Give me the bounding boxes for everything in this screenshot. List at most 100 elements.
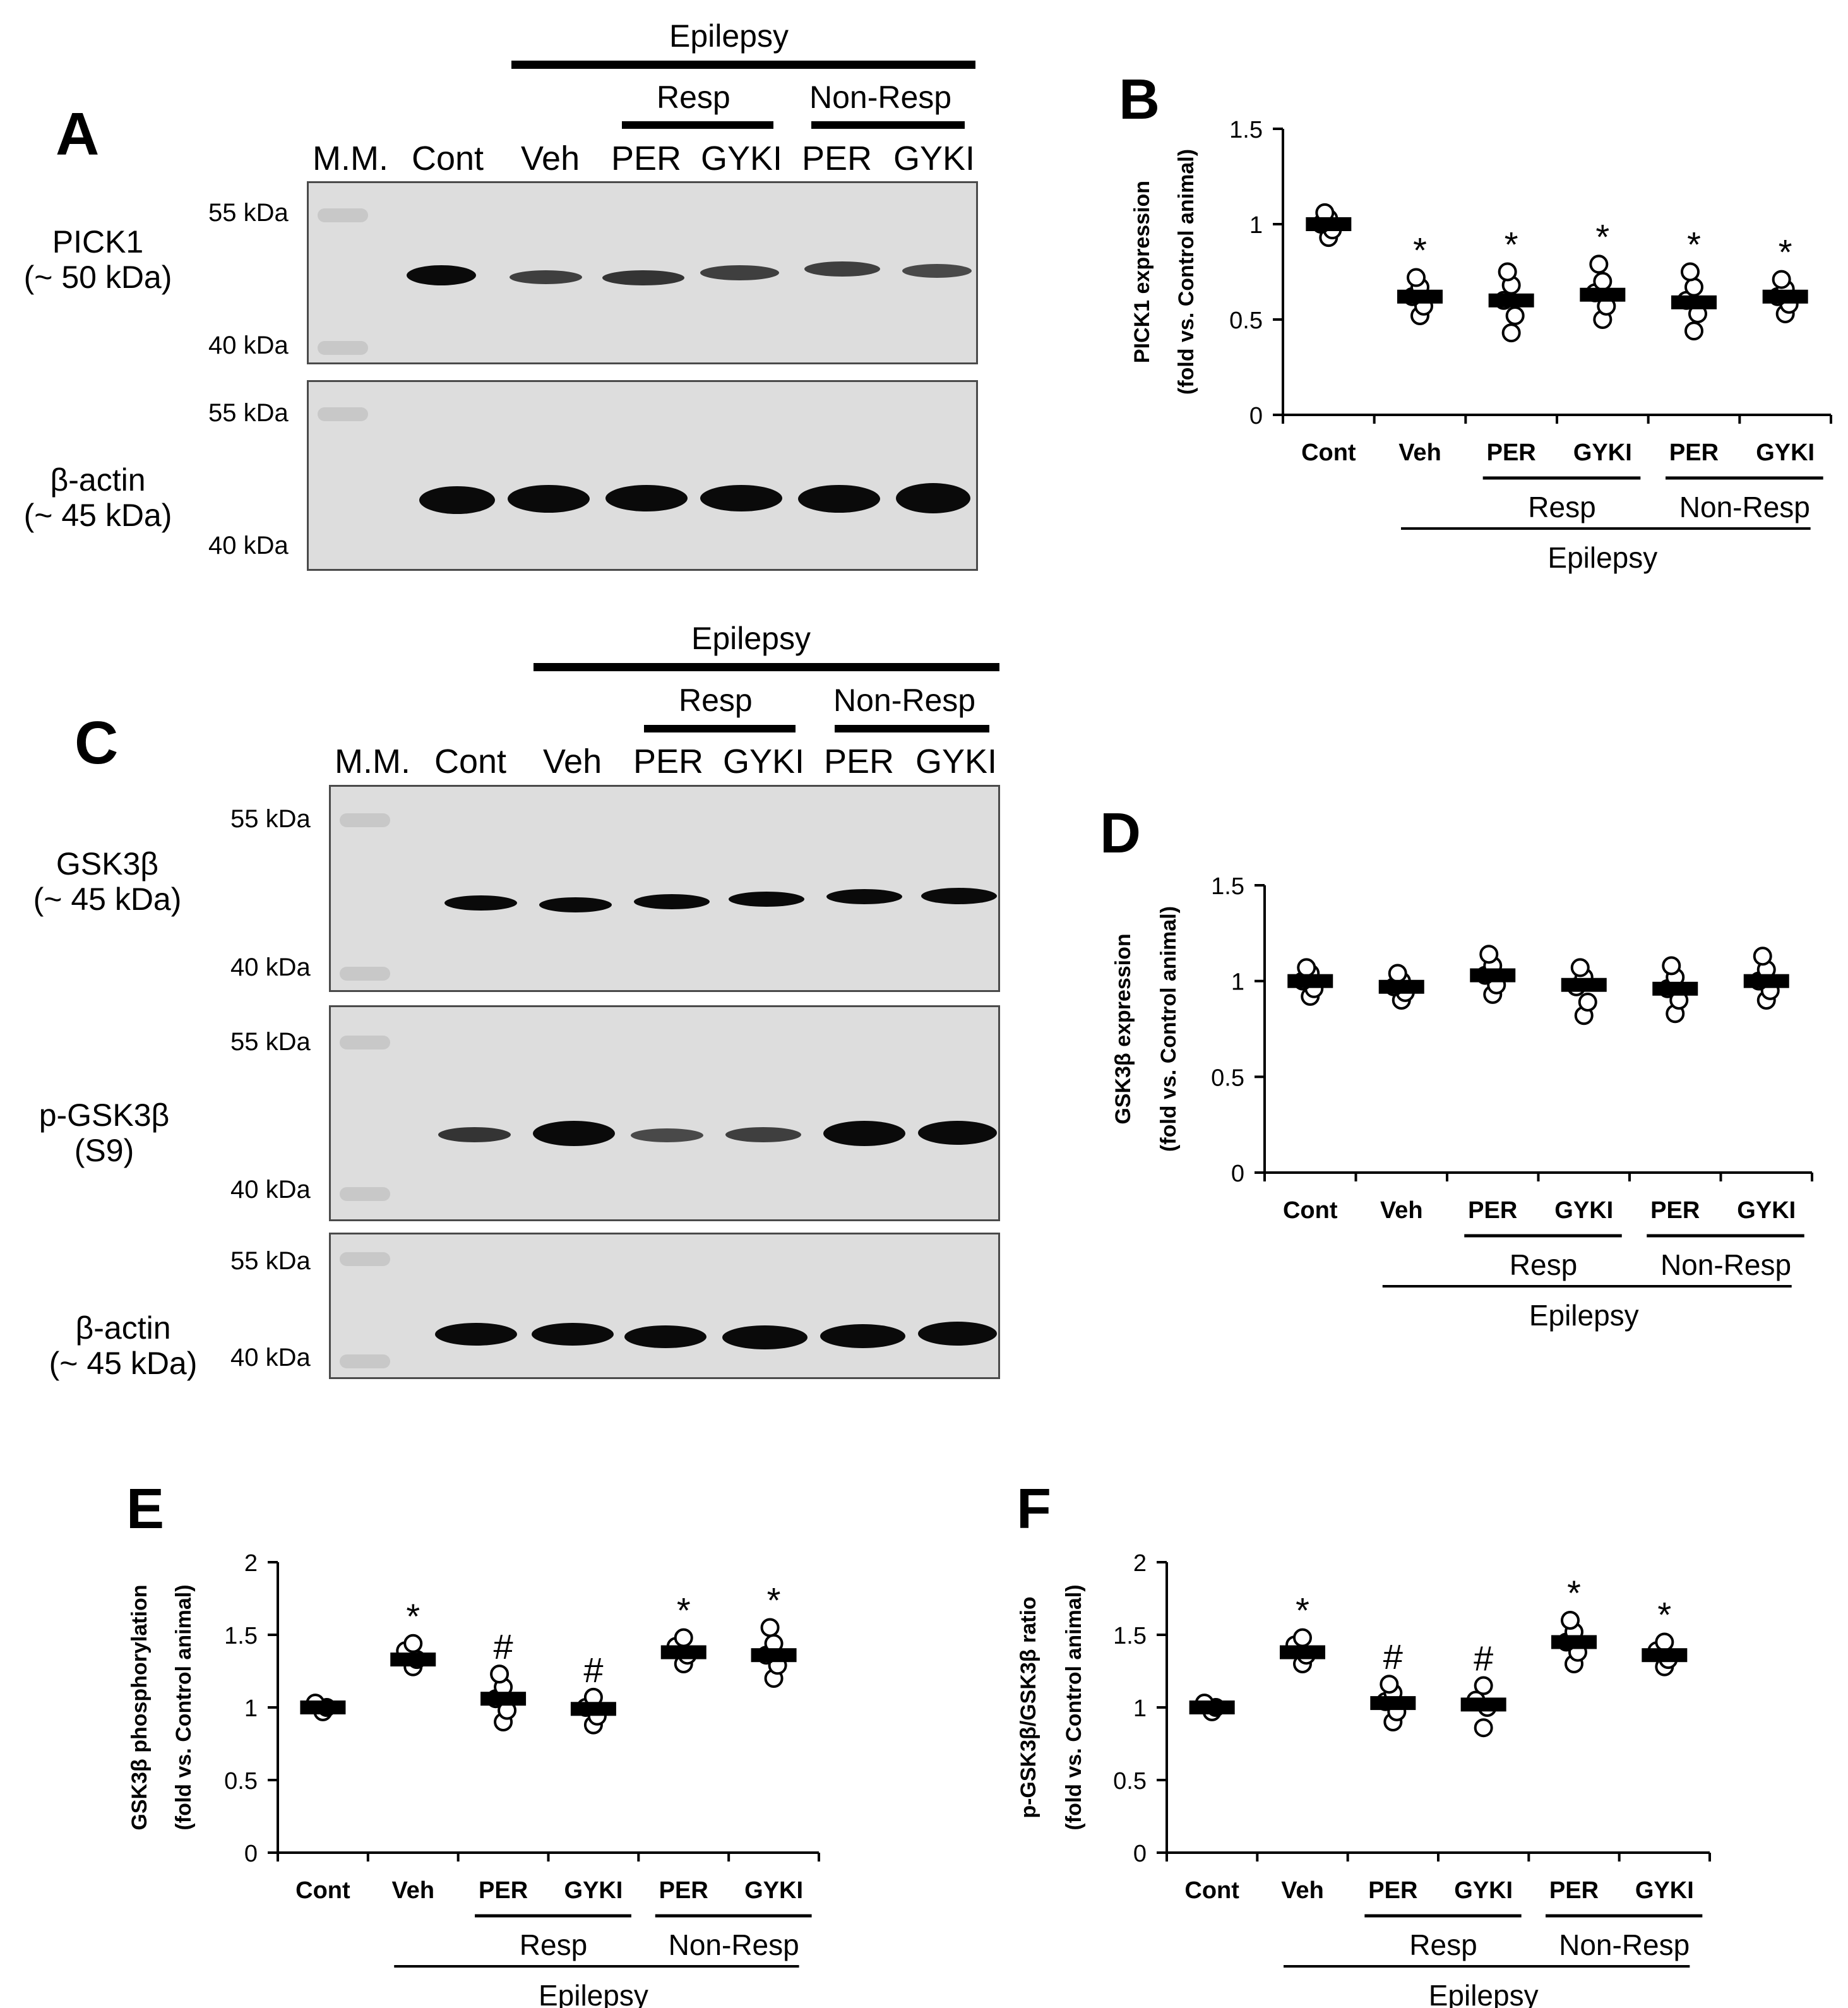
protein-label: p-GSK3β (S9): [19, 1097, 189, 1168]
x-category-label: GYKI: [744, 1877, 803, 1904]
y-tick-label: 1.5: [1229, 117, 1263, 143]
protein-band: [826, 889, 902, 904]
y-tick-label: 1.5: [224, 1623, 258, 1649]
protein-band: [533, 1121, 615, 1146]
protein-band: [419, 486, 495, 514]
data-point: [760, 1618, 780, 1637]
blot-image-pick1: [307, 181, 978, 364]
x-category-label: PER: [479, 1877, 528, 1904]
epilepsy-header-a: Epilepsy: [669, 18, 789, 54]
significance-mark: *: [1687, 225, 1701, 265]
x-category-label: PER: [659, 1877, 708, 1904]
protein-name: β-actin: [75, 1310, 171, 1346]
data-point: [1388, 964, 1407, 983]
kda-marker-top: 55 kDa: [208, 199, 289, 227]
x-category-label: Veh: [1398, 439, 1441, 466]
nonresp-group-label: Non-Resp: [669, 1928, 799, 1961]
kda-marker-top: 55 kDa: [208, 399, 289, 427]
mean-bar: [1287, 974, 1333, 988]
y-tick-label: 1.5: [1211, 873, 1244, 900]
mean-bar: [751, 1648, 797, 1663]
mean-bar: [660, 1645, 706, 1659]
data-point: [1293, 1628, 1312, 1647]
y-axis-label: (fold vs. Control animal): [1174, 149, 1198, 395]
nonresp-header-c: Non-Resp: [833, 683, 976, 718]
protein-band: [918, 1322, 997, 1346]
x-category-label: Cont: [1283, 1197, 1338, 1224]
data-point: [1655, 1632, 1674, 1652]
data-point: [1407, 268, 1426, 287]
y-axis-label: p-GSK3β/GSK3β ratio: [1016, 1596, 1040, 1818]
kda-marker-bottom: 40 kDa: [230, 953, 311, 981]
x-category-label: Cont: [1184, 1877, 1239, 1904]
resp-group-label: Resp: [1409, 1928, 1477, 1961]
protein-label: PICK1 (~ 50 kDa): [6, 224, 189, 295]
lane-label: PER: [802, 140, 873, 177]
kda-marker-bottom: 40 kDa: [230, 1344, 311, 1372]
mean-bar: [1580, 287, 1626, 302]
x-category-label: PER: [1468, 1197, 1517, 1224]
significance-mark: #: [1474, 1639, 1493, 1678]
panel-letter-c: C: [75, 709, 119, 777]
panel-letter: E: [126, 1478, 164, 1541]
protein-label: GSK3β (~ 45 kDa): [13, 846, 202, 917]
mean-bar: [1280, 1645, 1325, 1659]
protein-band: [532, 1323, 614, 1346]
x-category-label: GYKI: [1635, 1877, 1694, 1904]
lane-label: Veh: [521, 140, 580, 177]
protein-band: [510, 270, 582, 284]
panel-letter: D: [1100, 802, 1141, 865]
protein-band: [624, 1325, 706, 1348]
data-point: [1772, 270, 1791, 289]
protein-band: [634, 894, 710, 909]
epilepsy-group-label: Epilepsy: [1547, 541, 1657, 574]
protein-band: [902, 264, 972, 278]
resp-group-label: Resp: [1510, 1248, 1577, 1281]
protein-band: [444, 895, 517, 911]
significance-mark: *: [1595, 217, 1609, 256]
y-axis-label: GSK3β phosphorylation: [128, 1584, 152, 1830]
mean-bar: [570, 1702, 616, 1716]
kda-marker-top: 55 kDa: [230, 805, 311, 833]
ladder-band: [340, 1036, 390, 1049]
protein-size: (~ 45 kDa): [49, 1346, 198, 1381]
nonresp-header-a: Non-Resp: [809, 80, 952, 115]
x-category-label: GYKI: [1554, 1197, 1613, 1224]
mean-bar: [1306, 217, 1352, 231]
panel-letter: B: [1119, 68, 1160, 131]
y-tick-label: 0: [1133, 1841, 1147, 1867]
protein-name: PICK1: [52, 224, 144, 260]
significance-mark: *: [1505, 225, 1518, 265]
nonresp-group-label: Non-Resp: [1559, 1928, 1690, 1961]
lane-label: PER: [633, 743, 704, 780]
data-point: [1753, 947, 1772, 966]
protein-band: [631, 1128, 703, 1142]
data-point: [1479, 945, 1499, 964]
protein-size: (~ 45 kDa): [33, 881, 182, 917]
significance-mark: *: [406, 1596, 420, 1636]
ladder-band: [340, 1187, 390, 1201]
y-tick-label: 1: [1231, 969, 1244, 996]
data-point: [1684, 277, 1703, 297]
data-point: [1474, 1676, 1493, 1695]
y-axis-label: (fold vs. Control animal): [1157, 906, 1181, 1152]
protein-name: p-GSK3β: [39, 1097, 170, 1133]
x-category-label: PER: [1487, 439, 1536, 466]
y-tick-label: 2: [244, 1550, 258, 1577]
protein-band: [896, 483, 970, 513]
data-point: [1380, 1675, 1399, 1694]
lane-label: Cont: [412, 140, 484, 177]
protein-name: GSK3β: [56, 846, 159, 881]
protein-band: [508, 485, 590, 513]
lane-label: GYKI: [893, 140, 975, 177]
protein-band: [438, 1127, 511, 1142]
protein-band: [605, 485, 688, 511]
protein-band: [725, 1127, 801, 1142]
protein-band: [435, 1323, 517, 1346]
protein-band: [918, 1121, 997, 1145]
significance-mark: #: [583, 1650, 603, 1690]
resp-bar-a: [622, 121, 773, 129]
data-point: [1593, 272, 1613, 291]
y-tick-label: 1.5: [1113, 1623, 1147, 1649]
data-point: [1589, 254, 1609, 274]
